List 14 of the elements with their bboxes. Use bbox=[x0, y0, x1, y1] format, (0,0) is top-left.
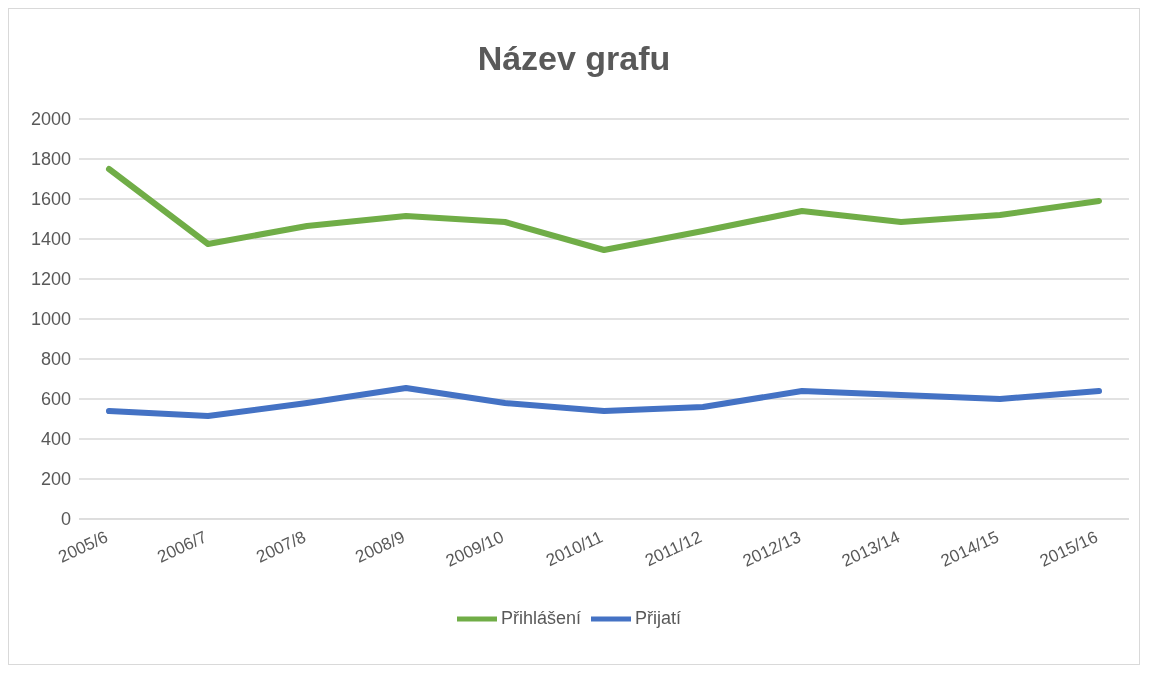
y-tick-label: 1200 bbox=[30, 269, 71, 290]
y-tick-label: 200 bbox=[40, 469, 71, 490]
y-tick-label: 400 bbox=[40, 429, 71, 450]
y-tick-label: 0 bbox=[60, 509, 71, 530]
legend-label: Přijatí bbox=[635, 607, 682, 628]
chart-title: Název grafu bbox=[476, 39, 672, 79]
y-tick-label: 1000 bbox=[30, 309, 71, 330]
y-tick-label: 2000 bbox=[30, 109, 71, 130]
y-tick-label: 1400 bbox=[30, 229, 71, 250]
y-tick-label: 1800 bbox=[30, 149, 71, 170]
y-tick-label: 800 bbox=[40, 349, 71, 370]
y-tick-label: 600 bbox=[40, 389, 71, 410]
y-tick-label: 1600 bbox=[30, 189, 71, 210]
legend-label: Přihlášení bbox=[500, 607, 582, 628]
